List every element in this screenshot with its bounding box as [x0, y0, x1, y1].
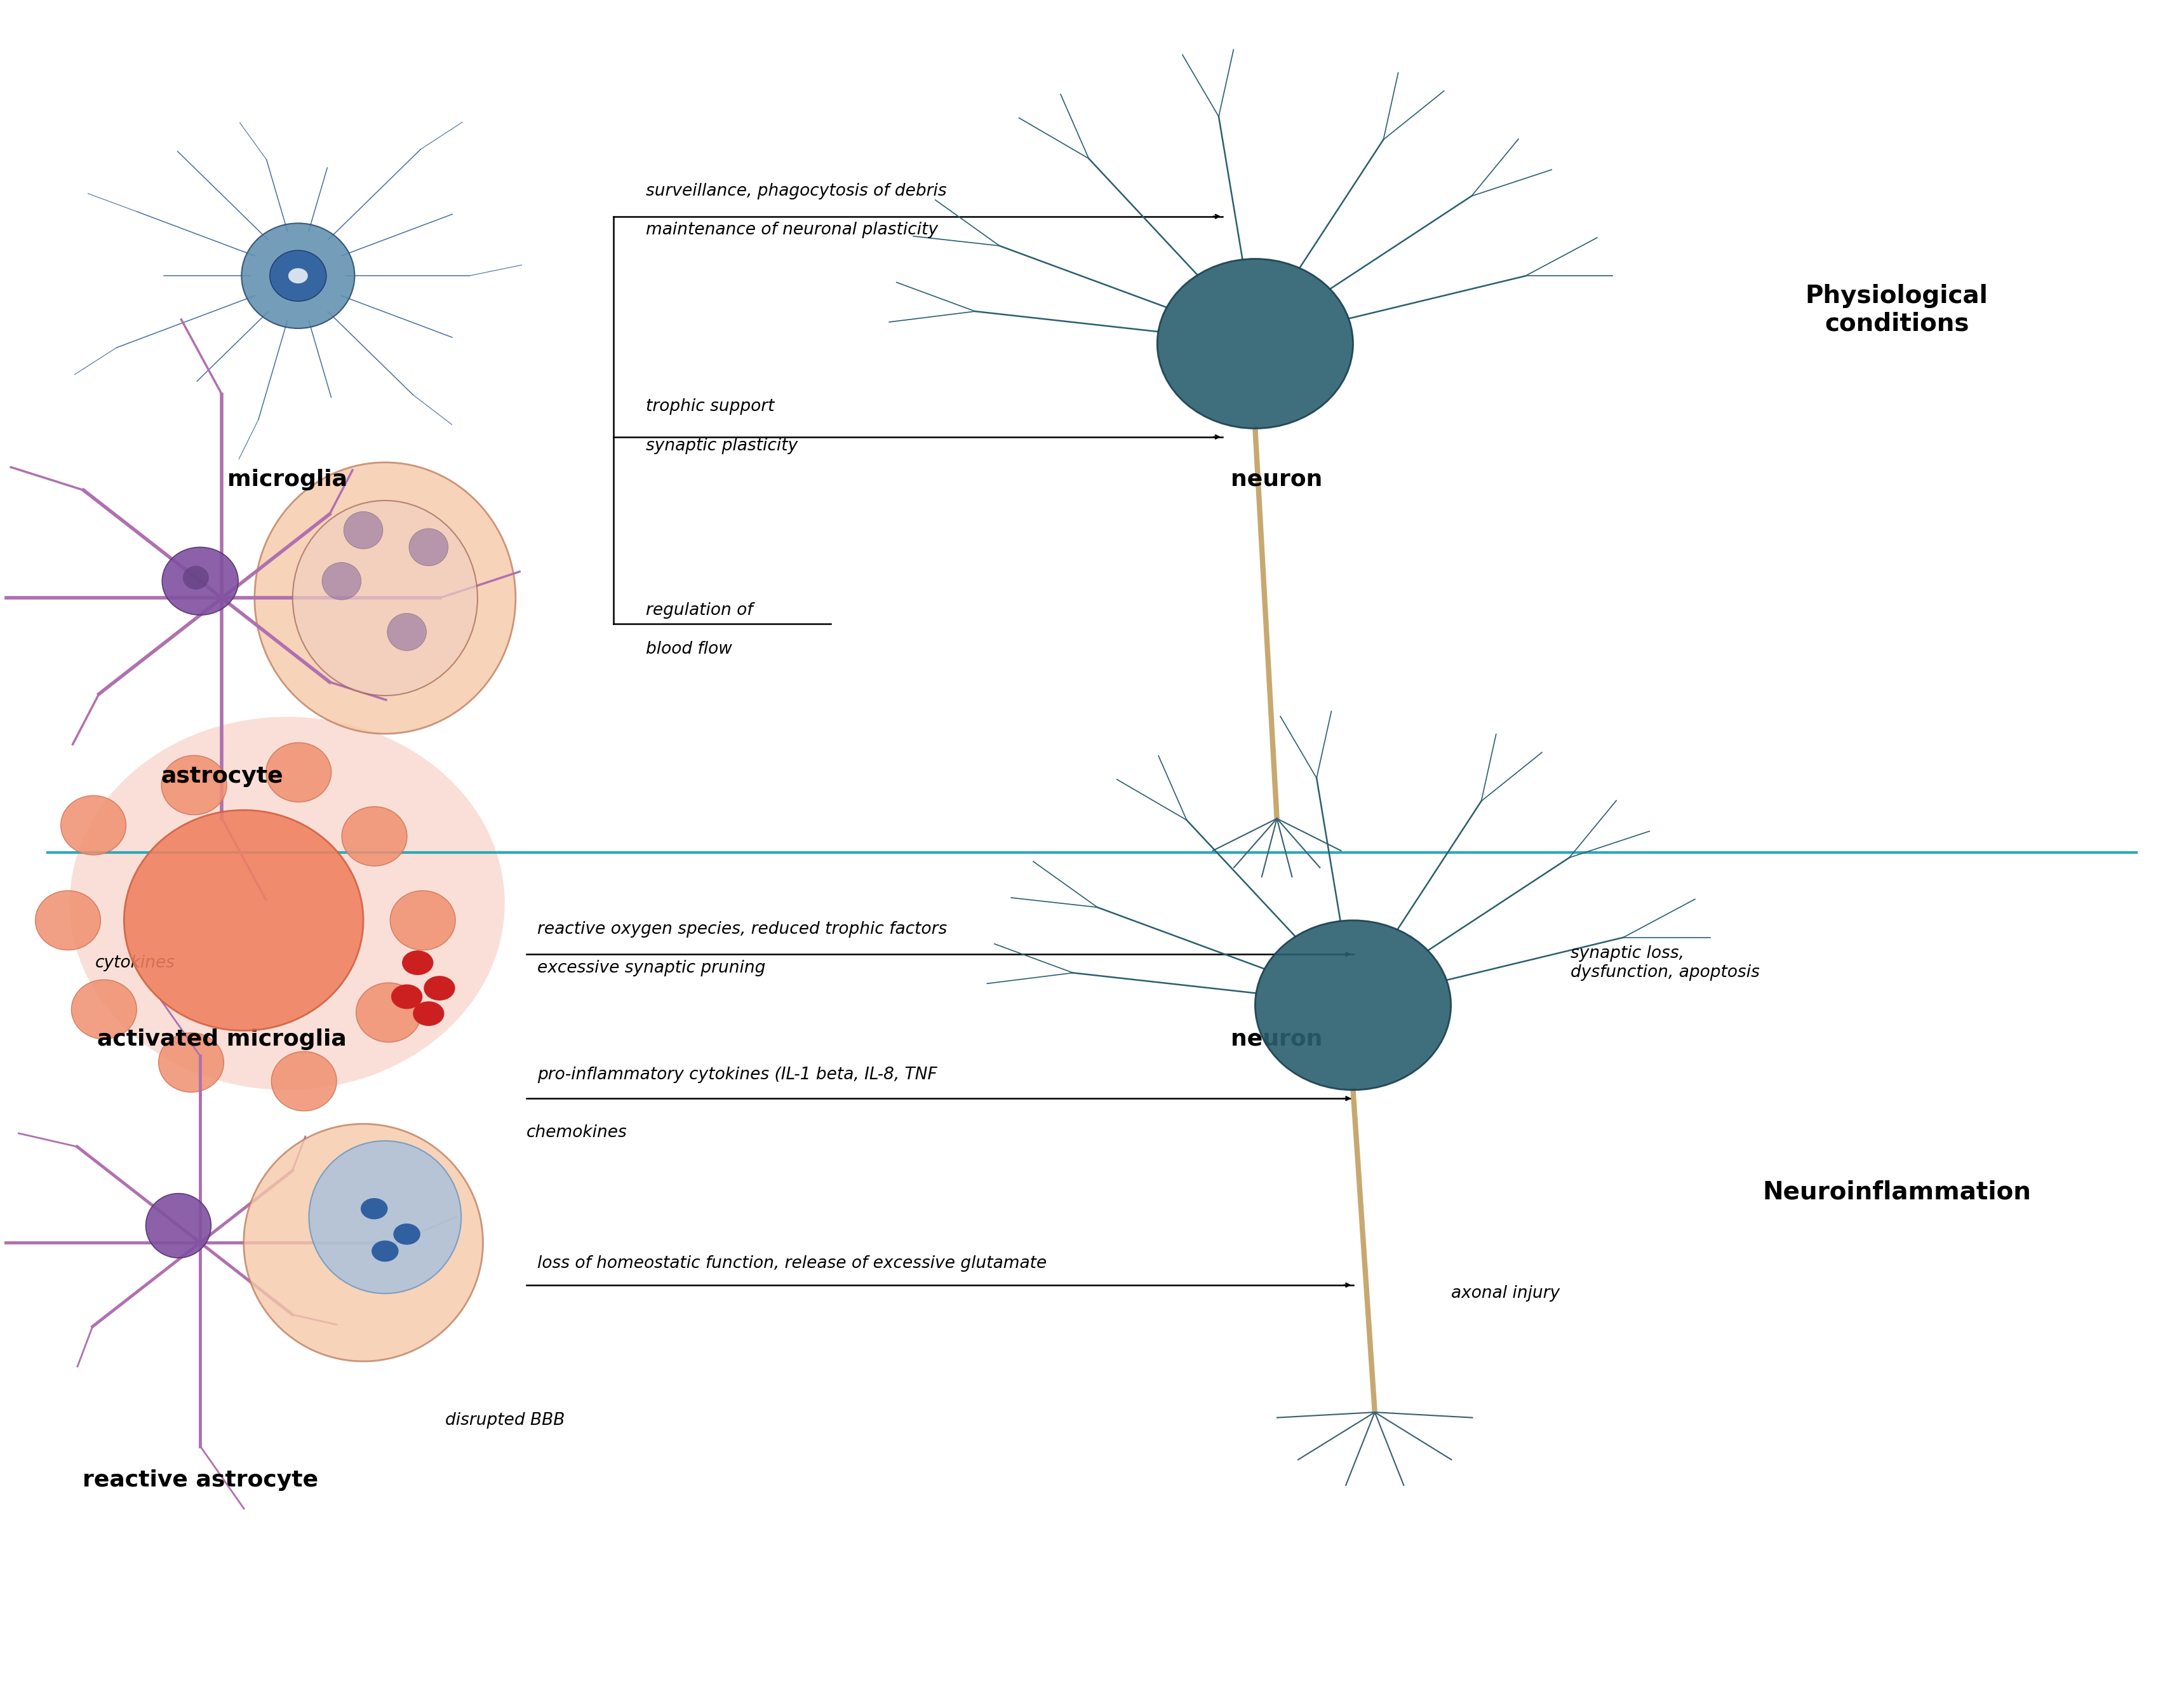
Text: neuron: neuron [1232, 469, 1324, 489]
Text: maintenance of neuronal plasticity: maintenance of neuronal plasticity [646, 222, 939, 239]
Ellipse shape [391, 890, 456, 950]
Text: reactive astrocyte: reactive astrocyte [83, 1470, 319, 1490]
Circle shape [413, 1003, 443, 1025]
Ellipse shape [61, 796, 127, 854]
Ellipse shape [288, 268, 308, 283]
Ellipse shape [343, 511, 382, 549]
Text: cytokines: cytokines [94, 955, 175, 972]
Ellipse shape [308, 1141, 461, 1294]
Text: Neuroinflammation: Neuroinflammation [1762, 1180, 2031, 1204]
Ellipse shape [408, 529, 448, 566]
Ellipse shape [271, 251, 325, 302]
Ellipse shape [1158, 259, 1354, 428]
Circle shape [360, 1199, 387, 1219]
Ellipse shape [146, 1194, 212, 1258]
Text: synaptic plasticity: synaptic plasticity [646, 438, 797, 454]
Ellipse shape [70, 716, 505, 1089]
Text: blood flow: blood flow [646, 641, 732, 658]
Circle shape [424, 977, 454, 1001]
Text: reactive oxygen species, reduced trophic factors: reactive oxygen species, reduced trophic… [537, 921, 948, 938]
Ellipse shape [293, 501, 478, 696]
Ellipse shape [162, 755, 227, 815]
Circle shape [391, 985, 422, 1009]
Text: Physiological
conditions: Physiological conditions [1806, 283, 1987, 336]
Ellipse shape [256, 462, 515, 733]
Ellipse shape [1256, 921, 1450, 1089]
Ellipse shape [387, 614, 426, 651]
Ellipse shape [271, 1052, 336, 1112]
Circle shape [371, 1241, 397, 1262]
Text: axonal injury: axonal injury [1450, 1286, 1559, 1301]
Ellipse shape [266, 743, 332, 801]
Ellipse shape [343, 806, 406, 866]
Ellipse shape [162, 547, 238, 616]
Ellipse shape [245, 1124, 483, 1361]
Circle shape [393, 1224, 419, 1245]
Ellipse shape [124, 810, 363, 1030]
Text: trophic support: trophic support [646, 399, 775, 414]
Ellipse shape [242, 223, 354, 329]
Ellipse shape [356, 982, 422, 1042]
Text: astrocyte: astrocyte [162, 766, 284, 788]
Text: activated microglia: activated microglia [98, 1028, 347, 1050]
Text: excessive synaptic pruning: excessive synaptic pruning [537, 960, 767, 977]
Text: disrupted BBB: disrupted BBB [446, 1412, 563, 1429]
Ellipse shape [321, 563, 360, 600]
Ellipse shape [183, 566, 210, 590]
Ellipse shape [72, 980, 138, 1038]
Text: loss of homeostatic function, release of excessive glutamate: loss of homeostatic function, release of… [537, 1255, 1046, 1272]
Ellipse shape [159, 1033, 223, 1093]
Ellipse shape [35, 890, 100, 950]
Circle shape [402, 951, 432, 975]
Text: synaptic loss,
dysfunction, apoptosis: synaptic loss, dysfunction, apoptosis [1570, 945, 1760, 980]
Text: regulation of: regulation of [646, 602, 753, 619]
Text: microglia: microglia [227, 469, 347, 489]
Text: chemokines: chemokines [526, 1124, 627, 1141]
Text: pro-inflammatory cytokines (IL-1 beta, IL-8, TNF: pro-inflammatory cytokines (IL-1 beta, I… [537, 1067, 937, 1083]
Text: surveillance, phagocytosis of debris: surveillance, phagocytosis of debris [646, 182, 948, 199]
Text: neuron: neuron [1232, 1028, 1324, 1050]
